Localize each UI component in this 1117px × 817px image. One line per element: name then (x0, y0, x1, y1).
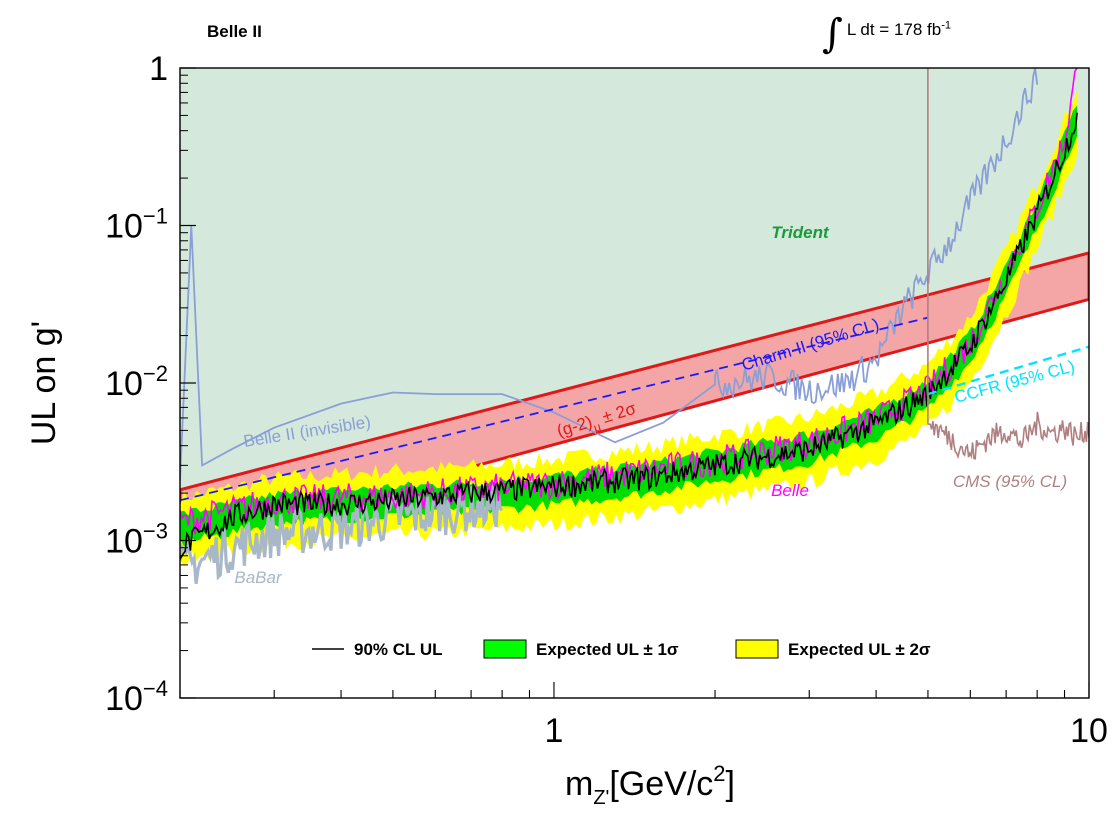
belle-label: Belle (771, 481, 809, 500)
series-ccfr (927, 345, 1089, 396)
y-tick-base: 1 (149, 50, 168, 88)
y-tick-exponent: −2 (143, 361, 168, 386)
trident-label: Trident (771, 223, 830, 242)
y-tick-exponent: −4 (143, 676, 168, 701)
legend-label: Expected UL ± 2σ (788, 640, 931, 659)
luminosity-label: ∫ L dt = 178 fb-1 (822, 14, 951, 54)
legend-label: 90% CL UL (354, 640, 443, 659)
legend: 90% CL UL Expected UL ± 1σ Expected UL ± 2… (312, 639, 931, 659)
series-charm2 (180, 316, 929, 502)
x-tick-label: 10 (1070, 712, 1108, 750)
y-tick-base: 10 (105, 680, 143, 718)
y-tick-base: 10 (105, 365, 143, 403)
x-axis-title-part: Z' (593, 787, 609, 809)
legend-swatch-box (735, 639, 779, 659)
series-cms (927, 68, 1089, 460)
legend-label: Expected UL ± 1σ (536, 640, 679, 659)
y-tick-label: 10−1 (105, 204, 168, 246)
x-axis-title-part: ] (726, 765, 735, 803)
integral-symbol: ∫ (822, 11, 843, 57)
series-babar (180, 482, 504, 585)
y-axis-title: UL on g' (25, 321, 63, 445)
legend-swatch-box (483, 639, 527, 659)
x-axis-title-part: [GeV/c (609, 765, 713, 803)
cms-label: CMS (95% CL) (953, 472, 1067, 491)
y-tick-label: 10−4 (105, 676, 168, 718)
y-tick-label: 1 (149, 50, 168, 88)
x-axis-title: mZ'[GeV/c2] (565, 761, 735, 809)
x-tick-label: 1 (545, 712, 564, 750)
y-tick-label: 10−2 (105, 361, 168, 403)
luminosity-text: L dt = 178 fb (846, 20, 942, 39)
luminosity-exponent: -1 (941, 19, 951, 32)
y-tick-base: 10 (105, 208, 143, 246)
babar-label: BaBar (234, 568, 283, 587)
series-belle2-invisible (180, 68, 1039, 481)
gminus2-label-part: μ (592, 420, 603, 435)
x-axis-title-part: m (565, 765, 593, 803)
y-tick-exponent: −3 (143, 519, 168, 544)
y-tick-base: 10 (105, 523, 143, 561)
y-tick-label: 10−3 (105, 519, 168, 561)
expected-band-2sigma (180, 90, 1078, 567)
x-axis-title-part: 2 (713, 761, 725, 786)
experiment-label: Belle II (207, 22, 262, 41)
y-tick-exponent: −1 (143, 204, 168, 229)
plot-area (180, 68, 1089, 698)
